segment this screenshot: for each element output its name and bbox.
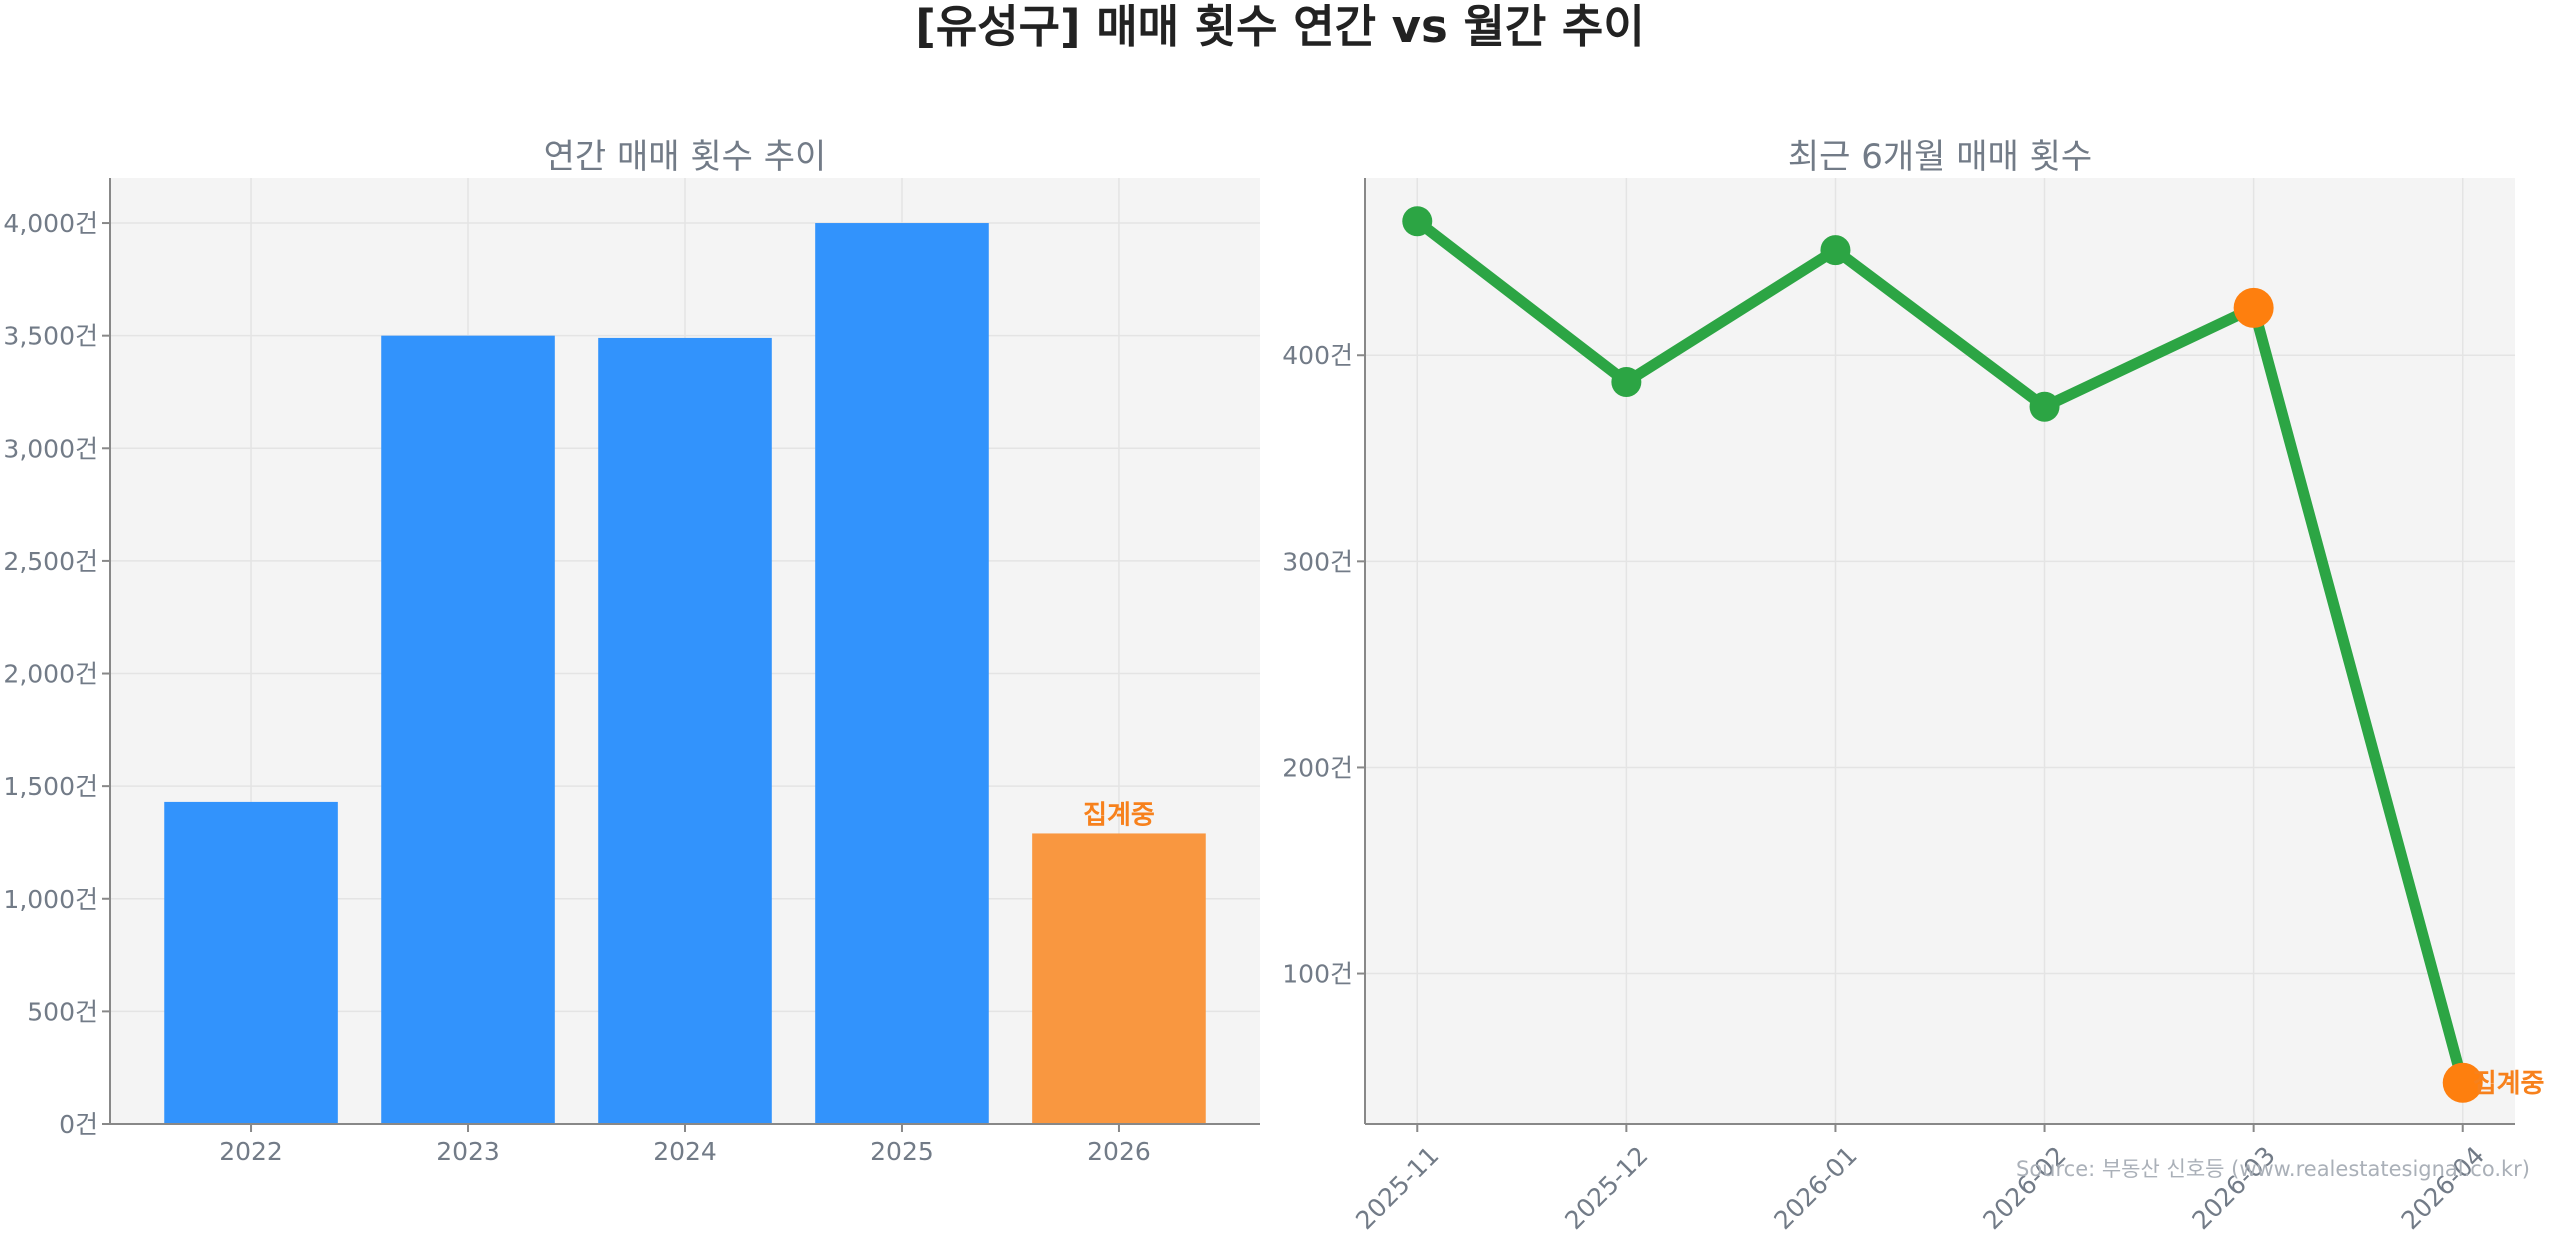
bar-2026 — [1032, 833, 1206, 1124]
bar-y-tick-label: 1,000건 — [3, 885, 98, 914]
bar-y-tick-label: 500건 — [27, 997, 98, 1026]
line-point-2026-01 — [1820, 235, 1851, 266]
line-point-2025-11 — [1402, 206, 1433, 237]
bar-2022 — [164, 801, 338, 1124]
line-y-ticks: 100건 200건 300건 400건 — [1282, 341, 1365, 989]
bar-x-tick-label: 2022 — [219, 1137, 283, 1166]
source-note: Source: 부동산 신호등 (www.realestatesignal.co… — [2016, 1157, 2530, 1181]
bar-y-tick-label: 3,000건 — [3, 434, 98, 463]
bar-chart-title: 연간 매매 횟수 추이 — [544, 137, 827, 177]
line-chart-title: 최근 6개월 매매 횟수 — [1788, 137, 2092, 177]
line-point-2026-03 — [2233, 287, 2274, 328]
bar-y-tick-label: 2,500건 — [3, 547, 98, 576]
line-y-tick-label: 400건 — [1282, 341, 1353, 370]
line-point-2026-02 — [2029, 391, 2060, 422]
line-y-tick-label: 200건 — [1282, 753, 1353, 782]
bar-x-tick-label: 2024 — [653, 1137, 717, 1166]
line-x-tick-label: 2026-02 — [1977, 1141, 2071, 1234]
bar-2024 — [598, 337, 772, 1124]
line-x-tick-label: 2026-03 — [2187, 1141, 2281, 1234]
bar-y-tick-label: 3,500건 — [3, 322, 98, 351]
bar-x-tick-label: 2025 — [870, 1137, 934, 1166]
monthly-line-chart: 100건 200건 300건 400건 2025-11 2025-12 2026-01 20… — [1282, 137, 2544, 1234]
bar-2023 — [381, 335, 555, 1125]
bar-x-tick-label: 2026 — [1087, 1137, 1151, 1166]
line-in-progress-label: 집계중 — [2473, 1069, 2545, 1099]
bar-marks — [164, 223, 1206, 1125]
bar-y-tick-label: 4,000건 — [3, 209, 98, 238]
line-plot-area — [1365, 178, 2515, 1124]
bar-y-ticks: 0건 500건 1,000건 1,500건 2,000건 2,500건 3,000건 3,50… — [3, 209, 110, 1139]
monthly-series-line — [1411, 215, 2469, 1089]
bar-y-tick-label: 2,000건 — [3, 660, 98, 689]
bar-y-tick-label: 1,500건 — [3, 772, 98, 801]
line-x-tick-label: 2026-01 — [1768, 1141, 1862, 1234]
line-x-tick-label: 2025-11 — [1350, 1141, 1444, 1234]
line-x-tick-label: 2026-04 — [2396, 1141, 2490, 1234]
bar-x-tick-label: 2023 — [436, 1137, 500, 1166]
annual-bar-chart: 0건 500건 1,000건 1,500건 2,000건 2,500건 3,000건 3,50… — [3, 137, 1260, 1166]
line-y-tick-label: 300건 — [1282, 547, 1353, 576]
bar-in-progress-label: 집계중 — [1083, 800, 1155, 830]
line-point-2026-04 — [2442, 1062, 2483, 1103]
figure-title: [유성구] 매매 횟수 연간 vs 월간 추이 — [915, 0, 1644, 53]
line-y-tick-label: 100건 — [1282, 960, 1353, 989]
line-x-tick-label: 2025-12 — [1559, 1141, 1653, 1234]
bar-x-ticks: 2022 2023 2024 2025 2026 — [219, 1124, 1151, 1166]
bar-y-tick-label: 0건 — [59, 1110, 98, 1139]
line-point-2025-12 — [1611, 367, 1642, 398]
bar-2025 — [815, 223, 989, 1125]
line-marks — [1402, 206, 2483, 1103]
